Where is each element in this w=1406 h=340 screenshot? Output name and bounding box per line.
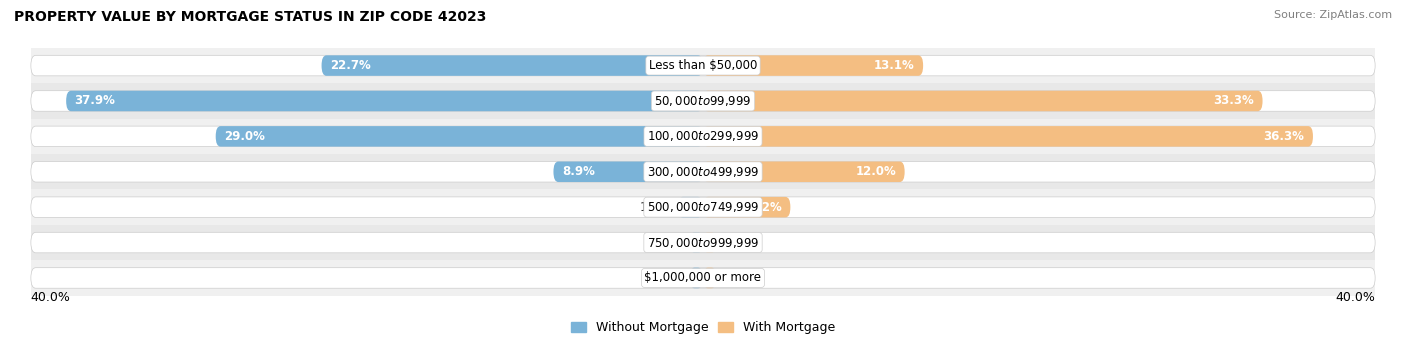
Bar (31, 48, 1375, 83)
FancyBboxPatch shape (554, 162, 703, 182)
Text: Less than $50,000: Less than $50,000 (648, 59, 758, 72)
FancyBboxPatch shape (66, 91, 703, 111)
Text: 40.0%: 40.0% (31, 291, 70, 304)
Text: $300,000 to $499,999: $300,000 to $499,999 (647, 165, 759, 179)
Text: 0.0%: 0.0% (651, 271, 681, 285)
FancyBboxPatch shape (31, 55, 1375, 76)
FancyBboxPatch shape (703, 268, 717, 288)
Bar (31, 154, 1375, 189)
Text: $50,000 to $99,999: $50,000 to $99,999 (654, 94, 752, 108)
Text: Source: ZipAtlas.com: Source: ZipAtlas.com (1274, 10, 1392, 20)
Text: $500,000 to $749,999: $500,000 to $749,999 (647, 200, 759, 214)
FancyBboxPatch shape (31, 232, 1375, 253)
Text: 36.3%: 36.3% (1264, 130, 1305, 143)
Text: PROPERTY VALUE BY MORTGAGE STATUS IN ZIP CODE 42023: PROPERTY VALUE BY MORTGAGE STATUS IN ZIP… (14, 10, 486, 24)
FancyBboxPatch shape (31, 197, 1375, 218)
Text: 29.0%: 29.0% (224, 130, 264, 143)
Bar (31, 119, 1375, 154)
Text: 37.9%: 37.9% (75, 95, 115, 107)
FancyBboxPatch shape (689, 268, 703, 288)
FancyBboxPatch shape (703, 91, 1263, 111)
Text: $750,000 to $999,999: $750,000 to $999,999 (647, 236, 759, 250)
Text: 0.0%: 0.0% (725, 271, 755, 285)
Text: 33.3%: 33.3% (1213, 95, 1254, 107)
Text: 5.2%: 5.2% (749, 201, 782, 214)
FancyBboxPatch shape (31, 126, 1375, 147)
Text: 1.5%: 1.5% (640, 201, 669, 214)
FancyBboxPatch shape (678, 197, 703, 218)
Text: 12.0%: 12.0% (855, 165, 896, 178)
FancyBboxPatch shape (703, 126, 1313, 147)
FancyBboxPatch shape (215, 126, 703, 147)
Text: $100,000 to $299,999: $100,000 to $299,999 (647, 130, 759, 143)
Text: 8.9%: 8.9% (562, 165, 595, 178)
FancyBboxPatch shape (703, 162, 904, 182)
Text: 0.0%: 0.0% (651, 236, 681, 249)
FancyBboxPatch shape (703, 232, 717, 253)
Text: 40.0%: 40.0% (1336, 291, 1375, 304)
FancyBboxPatch shape (31, 162, 1375, 182)
FancyBboxPatch shape (31, 268, 1375, 288)
FancyBboxPatch shape (703, 55, 924, 76)
Text: 13.1%: 13.1% (875, 59, 915, 72)
FancyBboxPatch shape (31, 91, 1375, 111)
Bar (31, 83, 1375, 119)
FancyBboxPatch shape (689, 232, 703, 253)
Bar (31, 225, 1375, 260)
Bar (31, 189, 1375, 225)
Text: $1,000,000 or more: $1,000,000 or more (644, 271, 762, 285)
Text: 22.7%: 22.7% (330, 59, 371, 72)
Legend: Without Mortgage, With Mortgage: Without Mortgage, With Mortgage (565, 317, 841, 339)
Bar (31, 260, 1375, 296)
Text: 0.0%: 0.0% (725, 236, 755, 249)
FancyBboxPatch shape (322, 55, 703, 76)
FancyBboxPatch shape (703, 197, 790, 218)
